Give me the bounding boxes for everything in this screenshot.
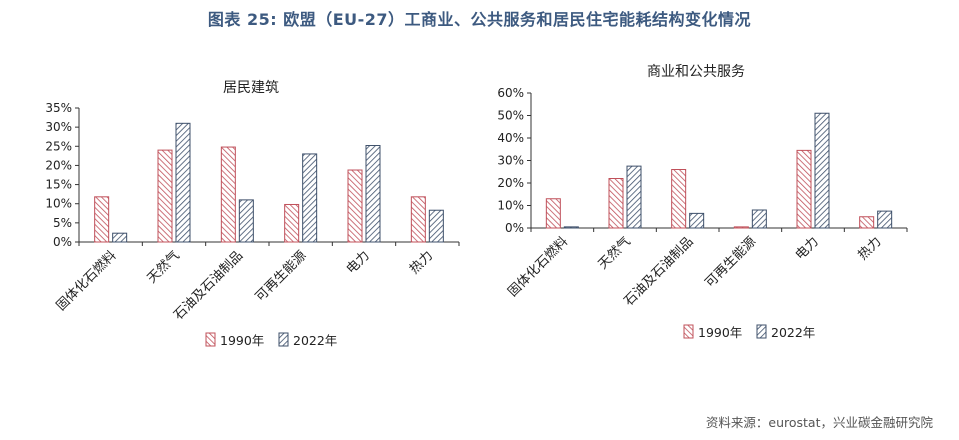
bar-1990 [796,149,812,229]
bar-2022 [428,209,444,243]
legend-swatch-1990 [205,332,216,347]
bar-1990 [157,149,173,243]
y-tick-label: 10% [45,197,72,211]
category-label: 固体化石燃料 [53,248,119,314]
bar-2022 [563,226,579,229]
y-tick-label: 30% [45,120,72,134]
category-label: 可再生能源 [253,248,310,305]
y-tick-label: 30% [497,154,524,168]
category-label: 热力 [407,248,436,277]
y-tick-label: 35% [45,101,72,115]
figure-title: 图表 25: 欧盟（EU-27）工商业、公共服务和居民住宅能耗结构变化情况 [207,10,752,29]
bar-1990 [733,226,749,229]
bar-2022 [175,122,191,243]
bar-2022 [814,112,830,229]
bar-2022 [112,232,128,243]
legend-label-2022: 2022年 [293,333,337,348]
bar-1990 [94,196,110,243]
y-tick-label: 20% [45,158,72,172]
category-label: 热力 [855,234,884,263]
bar-2022 [302,153,318,243]
y-tick-label: 50% [497,109,524,123]
y-tick-label: 15% [45,178,72,192]
legend-commercial: 1990年 2022年 [683,324,815,340]
bar-1990 [859,216,875,229]
source-note: 资料来源：eurostat，兴业碳金融研究院 [705,415,933,430]
y-tick-label: 0% [53,235,72,249]
category-label: 天然气 [595,234,634,273]
category-label: 可再生能源 [703,234,760,291]
y-tick-label: 60% [497,86,524,100]
bar-1990 [671,169,687,229]
category-label: 电力 [793,234,822,263]
legend-swatch-2022 [756,324,767,339]
category-label: 固体化石燃料 [505,234,571,300]
bar-1990 [410,196,426,243]
bar-2022 [238,199,254,243]
legend-swatch-1990 [683,324,694,339]
bar-1990 [220,146,236,243]
bar-1990 [608,178,624,229]
chart-commercial-public: 商业和公共服务 0%10%20%30%40%50%60%固体化石燃料 天然气石油及… [497,64,908,340]
y-tick-label: 5% [53,216,72,230]
y-tick-label: 20% [497,176,524,190]
y-tick-label: 25% [45,139,72,153]
bar-2022 [626,165,642,229]
category-label: 天然气 [144,248,183,287]
y-tick-label: 10% [497,199,524,213]
legend-swatch-2022 [278,332,289,347]
bar-1990 [347,169,363,243]
legend-label-1990: 1990年 [698,325,742,340]
chart-residential: 居民建筑 0% 5% 10% 15% 20% 25% 30% 35% 固体化石燃料 天然气石油及石… [45,80,460,348]
legend-label-2022: 2022年 [771,325,815,340]
chart-title: 商业和公共服务 [647,64,745,80]
legend-label-1990: 1990年 [220,333,264,348]
bar-2022 [365,145,381,243]
chart-title: 居民建筑 [223,80,279,96]
bar-1990 [284,203,300,243]
category-label: 电力 [344,248,373,277]
y-tick-label: 0% [505,221,524,235]
legend-residential: 1990年 2022年 [205,332,337,348]
y-tick-label: 40% [497,131,524,145]
bar-2022 [751,209,767,229]
bar-1990 [545,198,561,229]
bar-2022 [689,212,705,229]
category-label: 石油及石油制品 [171,248,246,323]
bar-2022 [877,210,893,229]
